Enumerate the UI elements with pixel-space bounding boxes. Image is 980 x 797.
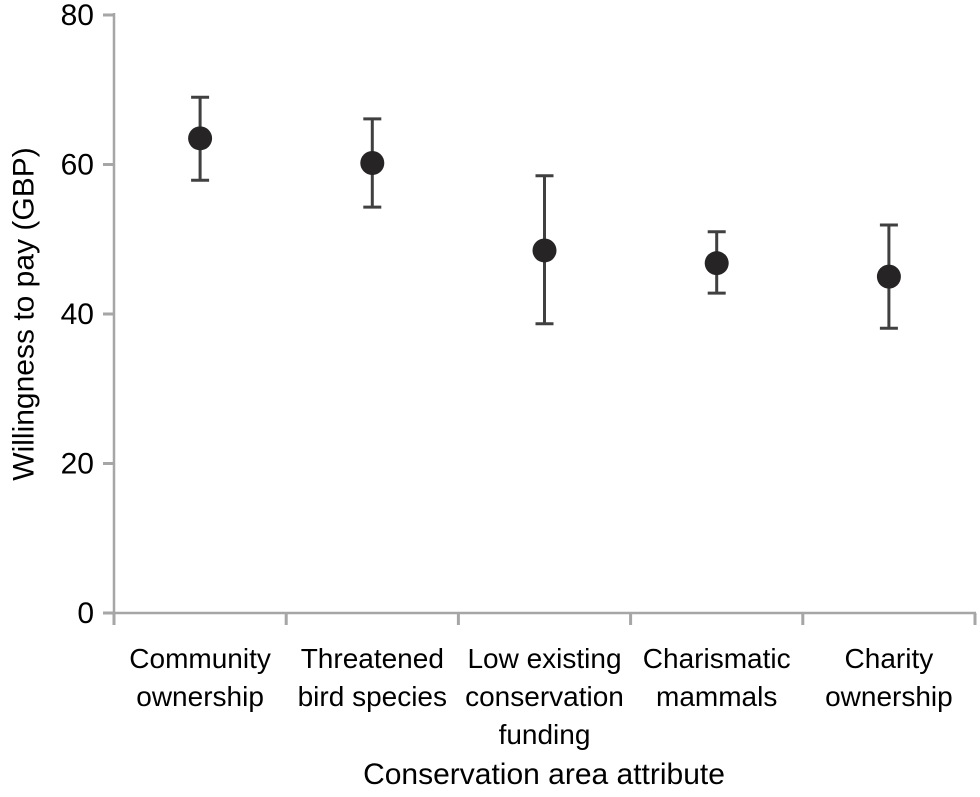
y-axis-title-text: Willingness to pay (GBP) — [8, 147, 42, 481]
y-tick-label: 60 — [61, 149, 94, 182]
category-label: Low existing conservation funding — [465, 643, 624, 750]
category-label: Charismatic mammals — [643, 643, 791, 712]
y-tick-label: 40 — [61, 298, 94, 331]
category-label: Charity ownership — [825, 643, 953, 712]
y-tick-label: 0 — [77, 597, 94, 630]
y-tick-label: 20 — [61, 448, 94, 481]
data-point — [188, 126, 213, 151]
x-axis-title: Conservation area attribute — [363, 758, 725, 791]
data-point — [876, 264, 901, 289]
data-point — [704, 251, 729, 276]
data-point — [360, 151, 385, 176]
category-label: Community ownership — [129, 643, 271, 712]
category-label: Threatened bird species — [298, 643, 447, 712]
data-point — [532, 238, 557, 263]
y-axis-title: Willingness to pay (GBP) — [2, 15, 48, 613]
y-tick-label: 80 — [61, 0, 94, 32]
